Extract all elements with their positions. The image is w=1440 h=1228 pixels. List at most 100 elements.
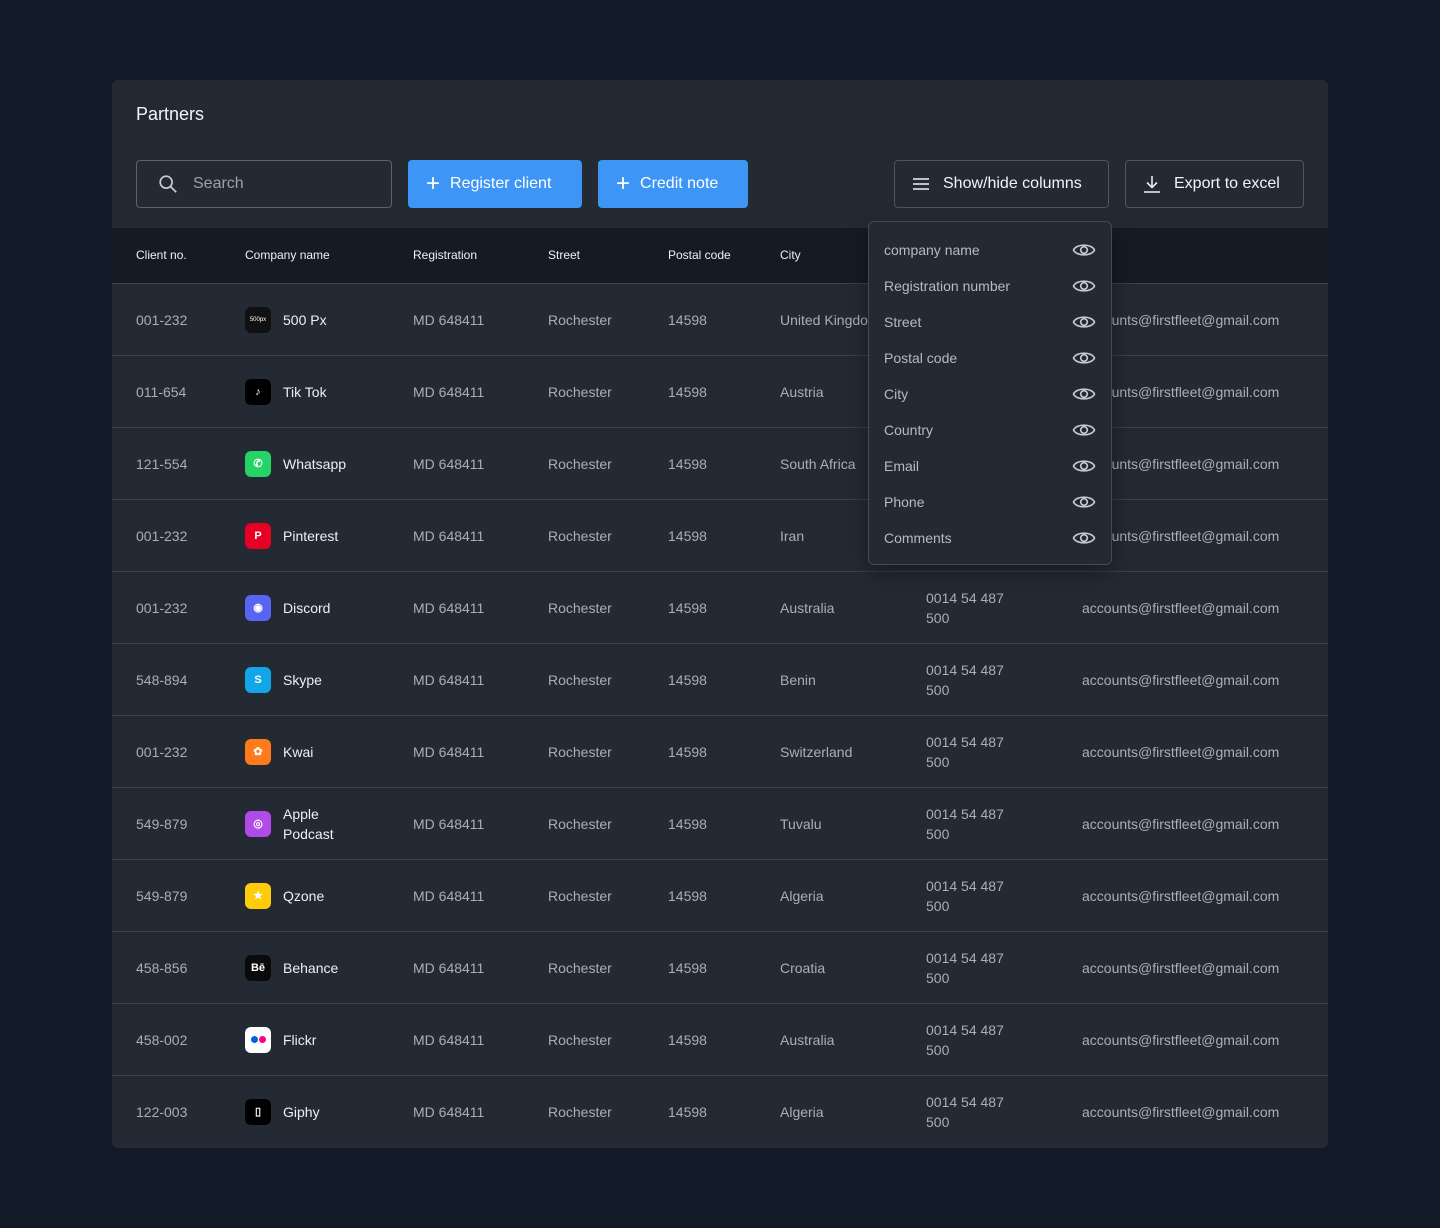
cell-postal-code: 14598	[668, 455, 707, 472]
cell-street: Rochester	[548, 383, 612, 400]
cell-company[interactable]: ▯ Giphy	[245, 1076, 373, 1147]
eye-icon[interactable]	[1072, 527, 1096, 549]
cell-city: Australia	[780, 599, 835, 616]
column-header-city[interactable]: City	[780, 248, 801, 262]
column-toggle-item[interactable]: Email	[869, 448, 1111, 484]
company-name: Qzone	[283, 887, 325, 904]
cell-company[interactable]: 500px 500 Px	[245, 284, 373, 355]
cell-phone: 0014 54 487 500	[926, 733, 1004, 770]
cell-phone: 0014 54 487 500	[926, 589, 1004, 626]
download-icon	[1144, 176, 1160, 193]
column-toggle-item[interactable]: Comments	[869, 520, 1111, 556]
table-row[interactable]: 011-654 ♪ Tik Tok MD 648411 Rochester 14…	[112, 355, 1328, 427]
eye-icon[interactable]	[1072, 239, 1096, 261]
cell-phone: 0014 54 487 500	[926, 805, 1004, 842]
cell-company[interactable]: P Pinterest	[245, 500, 373, 571]
cell-street: Rochester	[548, 887, 612, 904]
column-toggle-item[interactable]: company name	[869, 232, 1111, 268]
table-row[interactable]: 121-554 ✆ Whatsapp MD 648411 Rochester 1…	[112, 427, 1328, 499]
cell-email: accounts@firstfleet@gmail.com	[1082, 1103, 1280, 1120]
cell-city: Iran	[780, 527, 805, 544]
cell-company[interactable]: ✿ Kwai	[245, 716, 373, 787]
cell-client-no: 001-232	[136, 311, 188, 328]
column-visibility-menu: company name Registration number Street …	[868, 221, 1112, 565]
apple-podcast-icon: ◎	[245, 810, 271, 837]
cell-company[interactable]: ◎ Apple Podcast	[245, 788, 373, 859]
column-toggle-item[interactable]: Country	[869, 412, 1111, 448]
table-row[interactable]: 548-894 S Skype MD 648411 Rochester 1459…	[112, 643, 1328, 715]
register-client-button[interactable]: + Register client	[408, 160, 582, 208]
tiktok-icon: ♪	[245, 378, 271, 405]
search-box[interactable]	[136, 160, 392, 208]
giphy-icon: ▯	[245, 1098, 271, 1125]
column-header-registration[interactable]: Registration	[413, 248, 478, 262]
cell-company[interactable]: Flickr	[245, 1004, 373, 1075]
cell-street: Rochester	[548, 671, 612, 688]
column-toggle-label: Street	[884, 314, 922, 330]
eye-icon[interactable]	[1072, 275, 1096, 297]
table-row[interactable]: 001-232 500px 500 Px MD 648411 Rochester…	[112, 283, 1328, 355]
cell-client-no: 001-232	[136, 743, 188, 760]
cell-company[interactable]: S Skype	[245, 644, 373, 715]
cell-postal-code: 14598	[668, 743, 707, 760]
column-header-postal[interactable]: Postal code	[668, 248, 731, 262]
cell-city: Algeria	[780, 1103, 824, 1120]
cell-postal-code: 14598	[668, 671, 707, 688]
column-toggle-item[interactable]: Phone	[869, 484, 1111, 520]
eye-icon[interactable]	[1072, 347, 1096, 369]
cell-postal-code: 14598	[668, 887, 707, 904]
column-toggle-item[interactable]: Postal code	[869, 340, 1111, 376]
eye-icon[interactable]	[1072, 311, 1096, 333]
column-header-street[interactable]: Street	[548, 248, 581, 262]
column-header-company[interactable]: Company name	[245, 248, 330, 262]
show-hide-columns-button[interactable]: Show/hide columns	[894, 160, 1109, 208]
table-row[interactable]: 001-232 P Pinterest MD 648411 Rochester …	[112, 499, 1328, 571]
column-toggle-label: Email	[884, 458, 920, 474]
cell-registration: MD 648411	[413, 455, 485, 472]
cell-company[interactable]: ✆ Whatsapp	[245, 428, 373, 499]
table-row[interactable]: 001-232 ✿ Kwai MD 648411 Rochester 14598…	[112, 715, 1328, 787]
cell-postal-code: 14598	[668, 1103, 707, 1120]
eye-icon[interactable]	[1072, 491, 1096, 513]
cell-postal-code: 14598	[668, 599, 707, 616]
column-toggle-label: Registration number	[884, 278, 1011, 294]
column-toggle-item[interactable]: City	[869, 376, 1111, 412]
column-toggle-item[interactable]: Registration number	[869, 268, 1111, 304]
table-row[interactable]: 458-856 Bē Behance MD 648411 Rochester 1…	[112, 931, 1328, 1003]
eye-icon[interactable]	[1072, 419, 1096, 441]
eye-icon[interactable]	[1072, 383, 1096, 405]
cell-client-no: 458-856	[136, 959, 188, 976]
search-input[interactable]	[193, 175, 373, 193]
cell-client-no: 001-232	[136, 599, 188, 616]
table-row[interactable]: 001-232 ◉ Discord MD 648411 Rochester 14…	[112, 571, 1328, 643]
cell-street: Rochester	[548, 311, 612, 328]
cell-email: accounts@firstfleet@gmail.com	[1082, 743, 1280, 760]
cell-email: accounts@firstfleet@gmail.com	[1082, 527, 1280, 544]
cell-company[interactable]: ◉ Discord	[245, 572, 373, 643]
cell-company[interactable]: ★ Qzone	[245, 860, 373, 931]
cell-phone: 0014 54 487 500	[926, 1021, 1004, 1058]
export-excel-button[interactable]: Export to excel	[1125, 160, 1304, 208]
cell-registration: MD 648411	[413, 1031, 485, 1048]
cell-registration: MD 648411	[413, 311, 485, 328]
eye-icon[interactable]	[1072, 455, 1096, 477]
company-name: Skype	[283, 671, 322, 688]
table-row[interactable]: 549-879 ★ Qzone MD 648411 Rochester 1459…	[112, 859, 1328, 931]
column-toggle-item[interactable]: Street	[869, 304, 1111, 340]
cell-company[interactable]: Bē Behance	[245, 932, 373, 1003]
table-row[interactable]: 458-002 Flickr MD 648411 Rochester 14598…	[112, 1003, 1328, 1075]
credit-note-button[interactable]: + Credit note	[598, 160, 748, 208]
company-name: Apple Podcast	[283, 805, 334, 842]
cell-city: South Africa	[780, 455, 856, 472]
cell-email: accounts@firstfleet@gmail.com	[1082, 959, 1280, 976]
column-header-client-no[interactable]: Client no.	[136, 248, 187, 262]
cell-registration: MD 648411	[413, 959, 485, 976]
company-name: Giphy	[283, 1103, 320, 1120]
cell-company[interactable]: ♪ Tik Tok	[245, 356, 373, 427]
credit-note-label: Credit note	[640, 175, 719, 192]
table-row[interactable]: 549-879 ◎ Apple Podcast MD 648411 Roches…	[112, 787, 1328, 859]
cell-registration: MD 648411	[413, 599, 485, 616]
table-row[interactable]: 122-003 ▯ Giphy MD 648411 Rochester 1459…	[112, 1075, 1328, 1147]
kwai-icon: ✿	[245, 738, 271, 765]
column-toggle-label: City	[884, 386, 909, 402]
